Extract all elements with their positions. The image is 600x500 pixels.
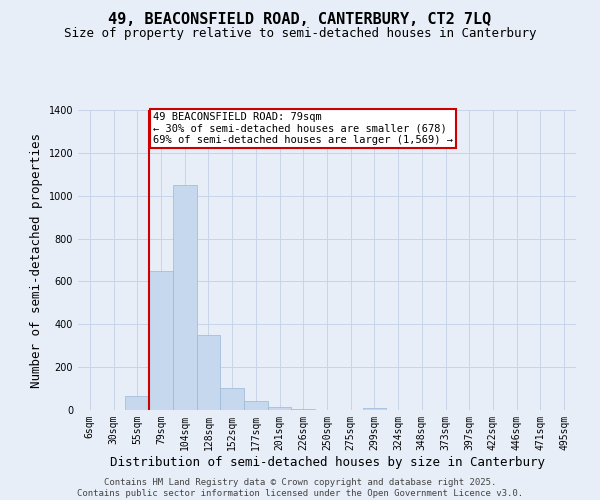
Bar (220, 388, 244, 410)
Text: Size of property relative to semi-detached houses in Canterbury: Size of property relative to semi-detach… (64, 28, 536, 40)
Bar (362, 408, 386, 410)
Bar (149, 270, 173, 410)
X-axis label: Distribution of semi-detached houses by size in Canterbury: Distribution of semi-detached houses by … (110, 456, 545, 468)
Bar (292, 409, 315, 410)
Text: 49 BEACONSFIELD ROAD: 79sqm
← 30% of semi-detached houses are smaller (678)
69% : 49 BEACONSFIELD ROAD: 79sqm ← 30% of sem… (152, 112, 453, 146)
Bar (197, 335, 220, 410)
Bar (268, 407, 292, 410)
Bar (244, 402, 268, 410)
Text: 49, BEACONSFIELD ROAD, CANTERBURY, CT2 7LQ: 49, BEACONSFIELD ROAD, CANTERBURY, CT2 7… (109, 12, 491, 28)
Bar (125, 396, 149, 410)
Text: Contains HM Land Registry data © Crown copyright and database right 2025.
Contai: Contains HM Land Registry data © Crown c… (77, 478, 523, 498)
Y-axis label: Number of semi-detached properties: Number of semi-detached properties (30, 132, 43, 388)
Bar (173, 185, 197, 410)
